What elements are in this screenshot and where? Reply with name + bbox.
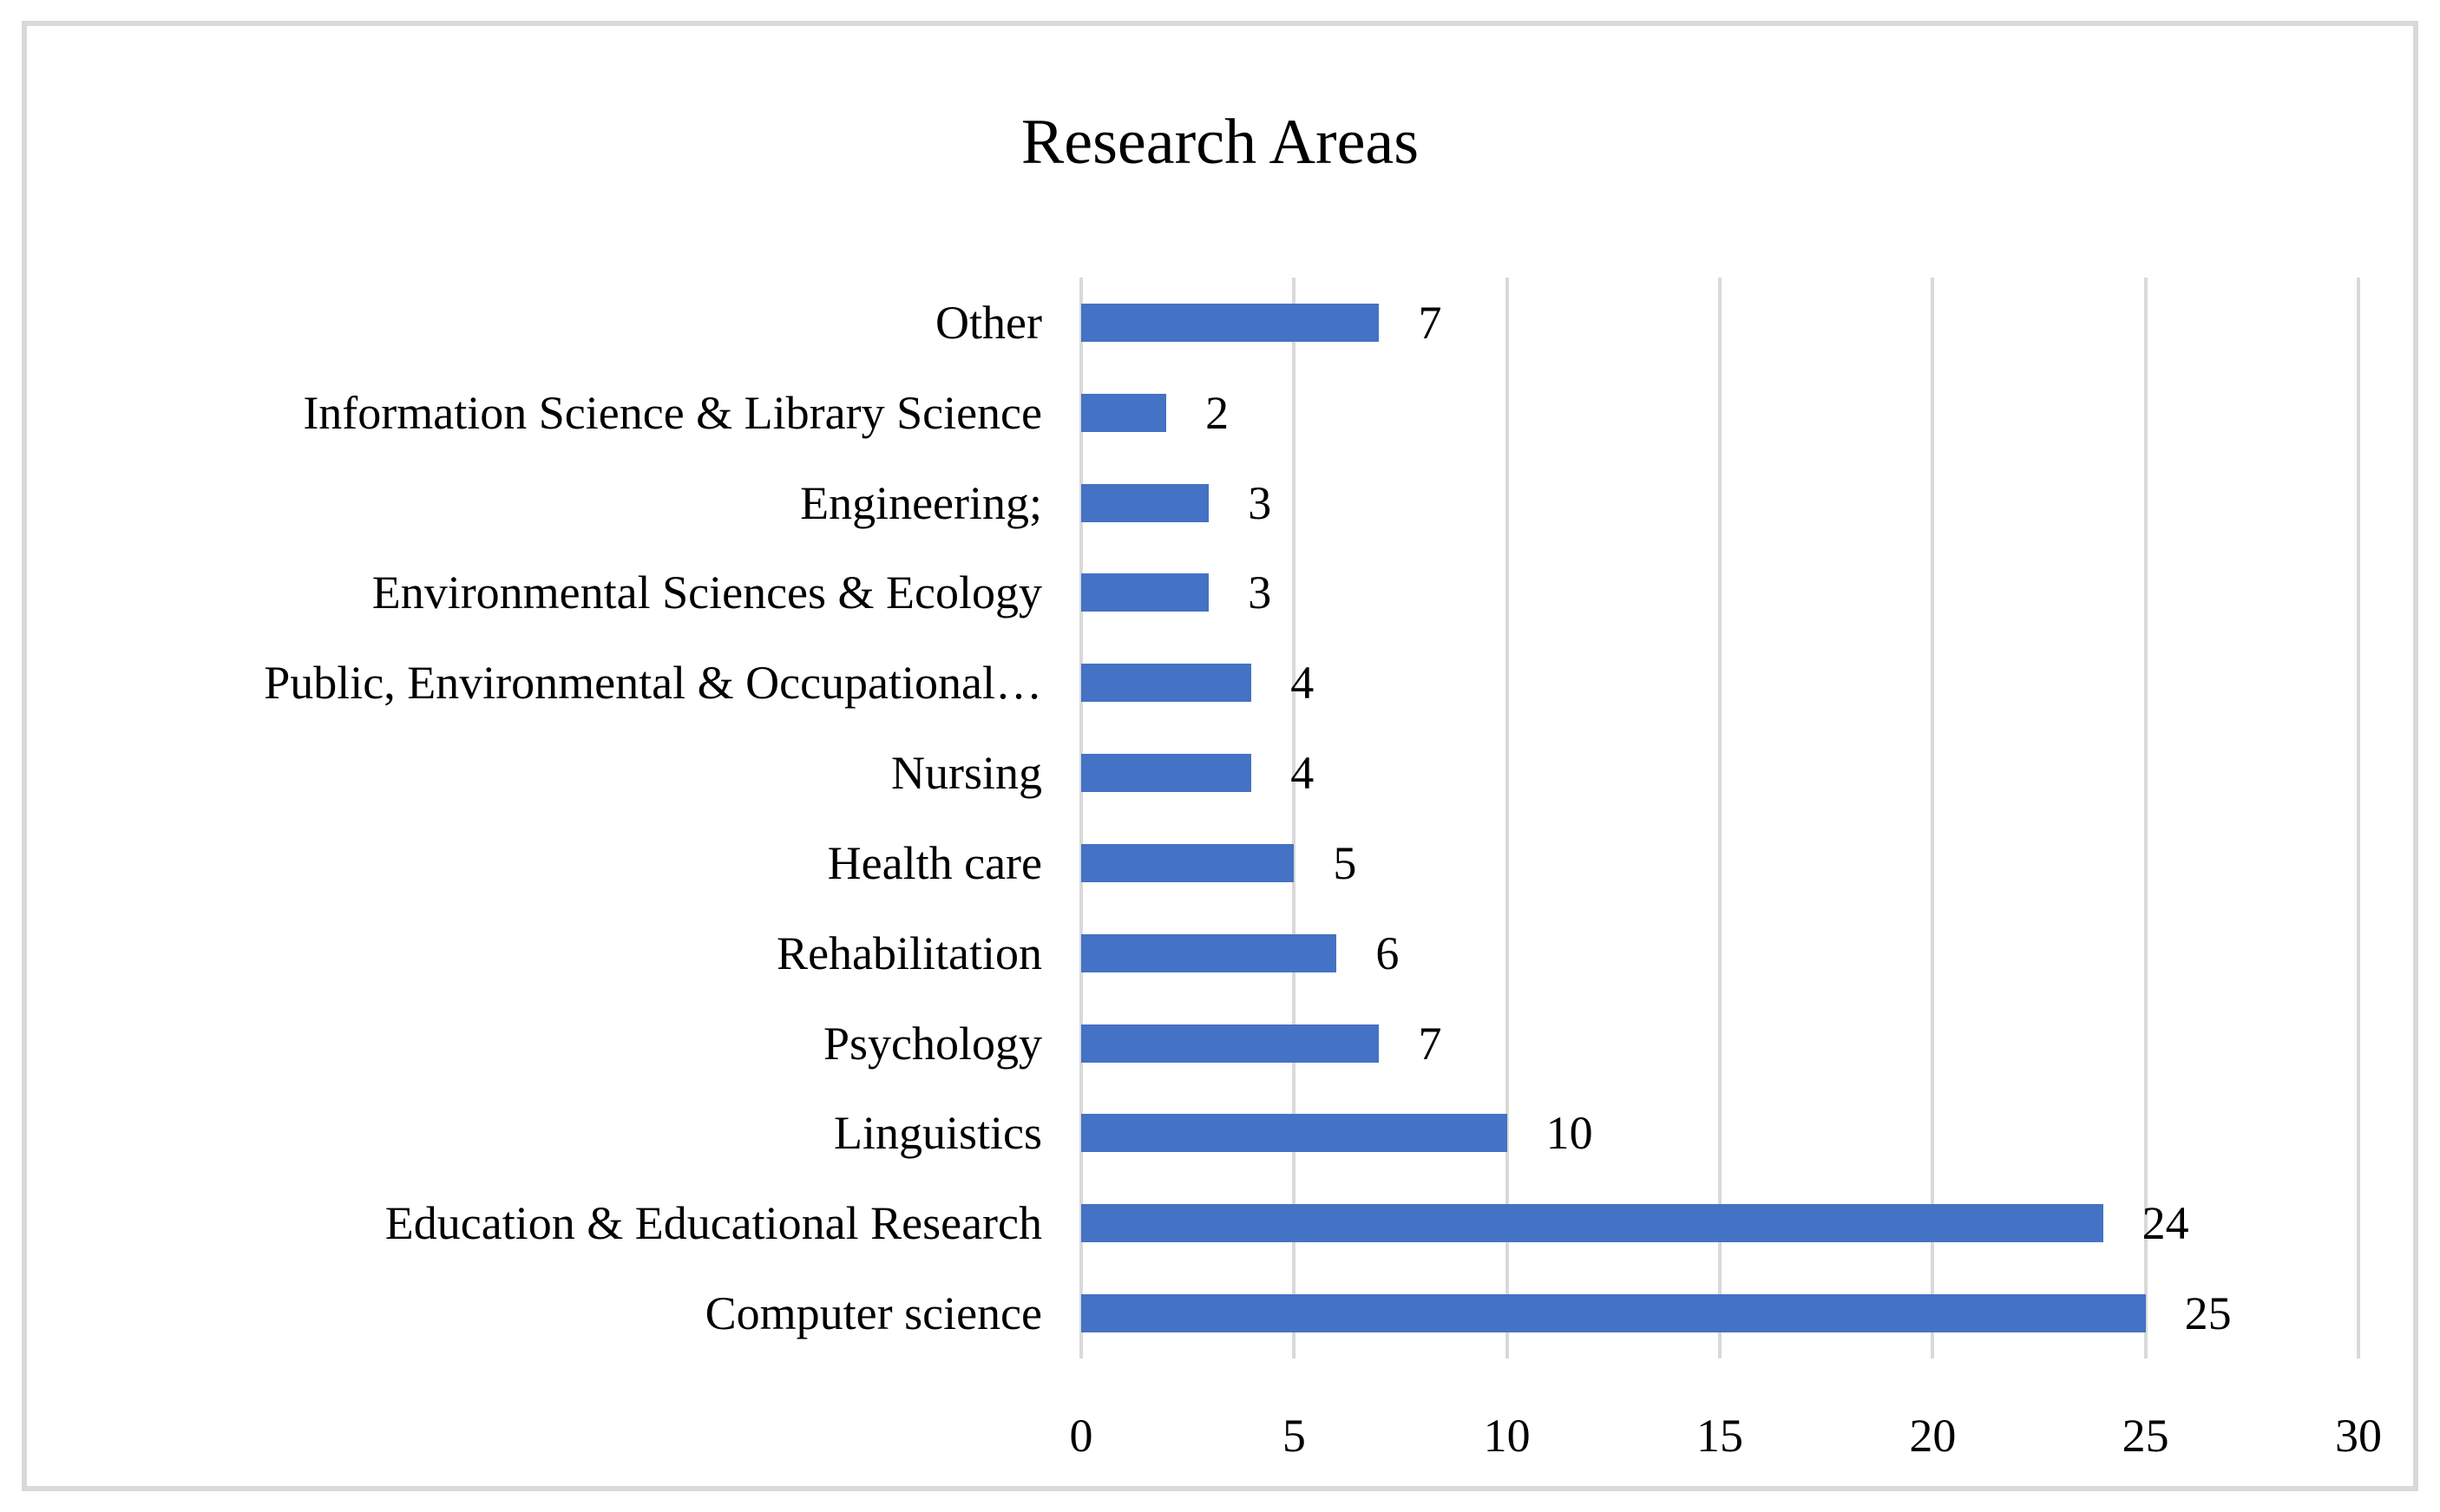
- gridline-x-5: [1292, 278, 1296, 1358]
- gridline-x-10: [1505, 278, 1509, 1358]
- category-label: Environmental Sciences & Ecology: [371, 566, 1042, 619]
- value-label: 7: [1418, 296, 1442, 349]
- gridline-x-20: [1931, 278, 1935, 1358]
- category-label: Linguistics: [834, 1107, 1042, 1160]
- value-label: 10: [1545, 1107, 1593, 1160]
- x-tick-label-0: 0: [1069, 1410, 1093, 1462]
- chart-border-frame: Research Areas 7 2 3 3 4 4 5 6 7 10 24 25 Other Info…: [22, 21, 2418, 1491]
- category-label: Psychology: [823, 1017, 1042, 1070]
- bar-row: 3: [1081, 458, 2358, 548]
- bar-3: [1081, 573, 1210, 612]
- bar-row: 7: [1081, 998, 2358, 1089]
- bar-row: 7: [1081, 278, 2358, 368]
- gridline-x-0: [1079, 278, 1083, 1358]
- category-label: Information Science & Library Science: [303, 386, 1042, 439]
- category-label: Health care: [827, 836, 1042, 889]
- value-label: 2: [1205, 386, 1230, 439]
- bar-11: [1081, 1294, 2146, 1333]
- bar-9: [1081, 1114, 1507, 1153]
- bar-row: 10: [1081, 1089, 2358, 1179]
- category-label: Public, Environmental & Occupational…: [264, 657, 1042, 710]
- bar-row: 24: [1081, 1178, 2358, 1268]
- chart-title: Research Areas: [1020, 107, 1420, 178]
- bar-row: 6: [1081, 908, 2358, 998]
- bar-row: 4: [1081, 638, 2358, 728]
- category-axis-labels: Other Information Science & Library Scien…: [27, 278, 1042, 1358]
- value-label: 4: [1290, 657, 1315, 710]
- value-label: 25: [2184, 1287, 2232, 1340]
- gridline-x-30: [2357, 278, 2360, 1358]
- plot-area: 7 2 3 3 4 4 5 6 7 10 24 25: [1079, 278, 2360, 1358]
- bar-4: [1081, 664, 1252, 703]
- x-axis-tick-labels: 0 5 10 15 20 25 30: [27, 26, 2413, 1486]
- x-tick-label-30: 30: [2335, 1410, 2382, 1462]
- bar-2: [1081, 483, 1210, 522]
- bar-row: 4: [1081, 728, 2358, 818]
- value-label: 24: [2142, 1197, 2189, 1250]
- category-label: Education & Educational Research: [384, 1197, 1042, 1250]
- x-tick-label-15: 15: [1696, 1410, 1743, 1462]
- bar-5: [1081, 754, 1252, 793]
- value-label: 4: [1290, 747, 1315, 800]
- bar-8: [1081, 1024, 1380, 1063]
- bar-row: 2: [1081, 368, 2358, 458]
- value-label: 6: [1375, 926, 1400, 979]
- bar-row: 3: [1081, 548, 2358, 638]
- category-label: Other: [935, 296, 1042, 349]
- category-label: Computer science: [705, 1287, 1042, 1340]
- value-label: 7: [1418, 1017, 1442, 1070]
- bar-10: [1081, 1204, 2103, 1243]
- bar-0: [1081, 303, 1380, 342]
- value-label: 5: [1333, 836, 1357, 889]
- gridline-x-15: [1718, 278, 1722, 1358]
- x-tick-label-25: 25: [2122, 1410, 2169, 1462]
- bar-1: [1081, 393, 1167, 432]
- category-label: Rehabilitation: [777, 926, 1042, 979]
- x-tick-label-20: 20: [1909, 1410, 1957, 1462]
- x-tick-label-5: 5: [1282, 1410, 1306, 1462]
- bar-7: [1081, 933, 1337, 972]
- category-label: Nursing: [891, 747, 1042, 800]
- bar-6: [1081, 843, 1295, 882]
- value-label: 3: [1248, 566, 1272, 619]
- bar-row: 25: [1081, 1268, 2358, 1358]
- bar-row: 5: [1081, 818, 2358, 908]
- category-label: Engineering;: [800, 476, 1042, 529]
- value-label: 3: [1248, 476, 1272, 529]
- gridline-x-25: [2143, 278, 2148, 1358]
- x-tick-label-10: 10: [1483, 1410, 1531, 1462]
